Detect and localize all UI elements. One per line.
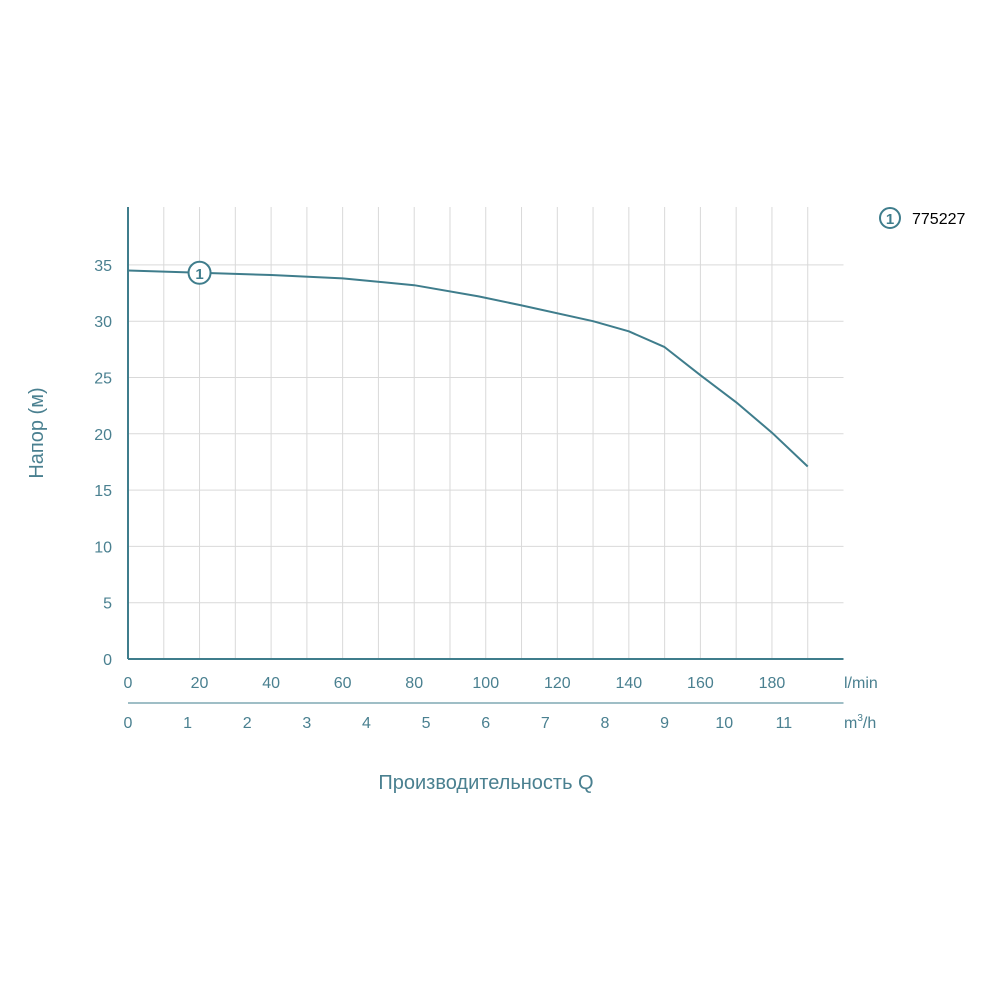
y-tick-label: 20 — [94, 427, 112, 444]
x-tick-label-secondary: 2 — [243, 715, 252, 732]
x-tick-label: 100 — [472, 675, 499, 692]
x-unit-secondary: m3/h — [844, 713, 876, 732]
x-tick-label: 180 — [759, 675, 786, 692]
y-tick-label: 35 — [94, 258, 112, 275]
x-tick-label-secondary: 4 — [362, 715, 371, 732]
x-tick-label: 60 — [334, 675, 352, 692]
x-tick-label-secondary: 1 — [183, 715, 192, 732]
x-tick-label-secondary: 5 — [422, 715, 431, 732]
x-tick-label: 20 — [191, 675, 209, 692]
series-marker-label: 1 — [195, 266, 203, 283]
series-line — [127, 269, 809, 468]
x-tick-label-secondary: 3 — [302, 715, 311, 732]
legend: 1 775227 — [879, 207, 965, 229]
x-unit-primary: l/min — [844, 675, 878, 692]
x-tick-label: 40 — [262, 675, 280, 692]
x-tick-label: 140 — [615, 675, 642, 692]
series-marker — [187, 260, 212, 285]
x-tick-label-secondary: 10 — [715, 715, 733, 732]
legend-marker-label: 1 — [886, 211, 894, 228]
y-tick-label: 15 — [94, 483, 112, 500]
x-tick-label-secondary: 0 — [124, 715, 133, 732]
x-tick-label-secondary: 8 — [601, 715, 610, 732]
legend-entry: 775227 — [912, 211, 965, 228]
y-tick-label: 5 — [103, 596, 112, 613]
x-tick-label: 160 — [687, 675, 714, 692]
legend-marker — [879, 207, 901, 229]
y-tick-label: 0 — [103, 652, 112, 669]
x-tick-label: 0 — [124, 675, 133, 692]
x-tick-label: 80 — [405, 675, 423, 692]
y-tick-label: 25 — [94, 371, 112, 388]
x-tick-label-secondary: 7 — [541, 715, 550, 732]
x-axis-label: Производительность Q — [378, 772, 593, 794]
x-tick-label-secondary: 9 — [660, 715, 669, 732]
x-tick-label-secondary: 6 — [481, 715, 490, 732]
x-tick-label-secondary: 11 — [776, 715, 793, 732]
y-tick-label: 10 — [94, 539, 112, 556]
y-tick-label: 30 — [94, 314, 112, 331]
x-tick-label: 120 — [544, 675, 571, 692]
y-axis-label: Напор (м) — [26, 387, 48, 478]
